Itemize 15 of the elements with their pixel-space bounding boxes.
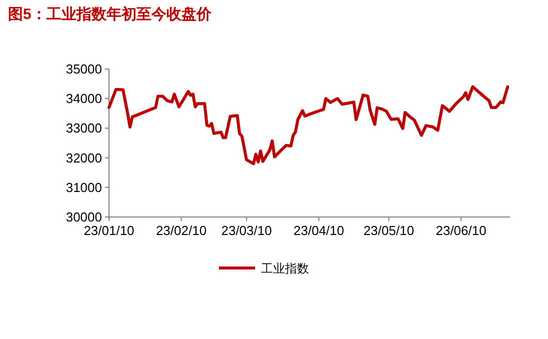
- line-series: [108, 85, 510, 166]
- chart-title: 图5：工业指数年初至今收盘价: [8, 5, 212, 23]
- y-tick-label: 34000: [66, 91, 102, 106]
- y-tick-label: 33000: [66, 120, 102, 136]
- y-tick-label: 30000: [66, 210, 102, 224]
- y-tick-label: 32000: [66, 150, 102, 166]
- x-tick-label: 23/05/10: [363, 223, 414, 238]
- legend-label: 工业指数: [261, 262, 309, 276]
- y-tick-label: 35000: [66, 62, 102, 76]
- x-tick-label: 23/03/10: [221, 223, 272, 238]
- x-tick-label: 23/01/10: [84, 223, 134, 238]
- x-tick-label: 23/04/10: [294, 223, 344, 238]
- x-tick-label: 23/06/10: [436, 223, 486, 238]
- y-tick-label: 31000: [66, 180, 102, 195]
- x-tick-label: 23/02/10: [156, 223, 207, 238]
